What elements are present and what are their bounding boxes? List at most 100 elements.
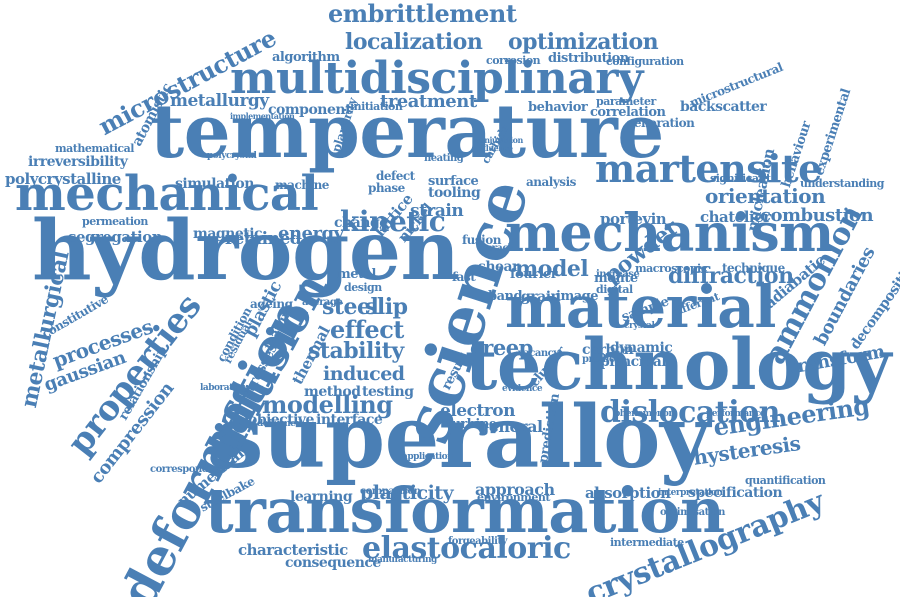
cloud-word: plasticity [360,482,454,504]
cloud-word: retained [225,229,302,249]
cloud-word: crystal [624,321,655,331]
cloud-word: quantification [745,474,826,487]
cloud-word: ageing [250,297,293,311]
cloud-word: energy [278,223,344,244]
cloud-word: tooling [428,185,481,201]
cloud-word: temperature [150,89,664,175]
cloud-word: monte [594,271,638,286]
cloud-word: elastocaloric [362,531,571,566]
cloud-word: macroscopic [635,262,707,275]
cloud-word: superalloy [215,387,710,488]
cloud-word: phenomenon [614,409,675,419]
cloud-word: distribution [548,51,629,66]
cloud-word: technique [722,261,785,275]
cloud-word: surface [428,174,479,189]
cloud-word: polycrystal [207,151,257,161]
cloud-word: crack [486,243,515,254]
cloud-word: metal [337,267,376,282]
cloud-word: mechanical [15,166,319,222]
cloud-word: general [478,417,543,436]
cloud-word: algorithm [272,50,340,65]
cloud-word: design [344,281,382,294]
cloud-word: phase [368,181,405,195]
cloud-word: learning [290,489,353,505]
cloud-word: band [488,289,523,304]
cloud-word: fourier [510,267,558,282]
cloud-word: grain [521,289,561,305]
cloud-word: martensite [595,146,822,191]
cloud-word: comparison [360,486,421,497]
cloud-word: model [515,256,589,282]
cloud-word: material [505,273,776,341]
cloud-word: consequence [285,555,381,571]
cloud-word: metallurgy [170,91,269,111]
cloud-word: intermediate [610,536,684,549]
cloud-word: embrittlement [328,0,517,28]
cloud-word: simulation [175,176,254,192]
cloud-word: laboratory [200,383,248,393]
cloud-word: technology [465,323,891,406]
cloud-word: orientation [705,184,826,208]
cloud-word: deformed [257,419,302,429]
cloud-word: mathematical [55,142,134,155]
cloud-word: interpretation [658,488,723,498]
cloud-word: configuration [606,55,684,68]
cloud-word: influence [475,143,513,153]
cloud-word: evidence [502,384,543,394]
cloud-word: image [556,289,598,304]
cloud-word: performance [706,409,765,419]
cloud-word: corrosion [486,54,541,67]
cloud-word: slip [365,294,408,320]
cloud-word: analysis [526,175,576,189]
cloud-word: fusion [462,233,501,247]
cloud-word: vacancy [518,348,559,359]
cloud-word: specification [688,485,783,501]
cloud-word: irreversibility [28,154,128,170]
cloud-word: optimization [508,29,659,55]
cloud-word: environment [477,491,550,504]
cloud-word: segregation [68,228,163,246]
cloud-word: dynamic [610,340,673,356]
cloud-word: parameter [596,95,656,108]
cloud-word: turbine [446,417,497,432]
cloud-word: stability [308,338,404,364]
cloud-word: modelling [262,390,393,419]
cloud-word: testing [362,384,414,400]
cloud-word: implementation [230,111,295,121]
cloud-word: heating [424,153,464,164]
cloud-word: treatment [380,91,477,112]
cloud-word: initiation [350,100,403,113]
cloud-word: predict [582,354,619,365]
cloud-word: optimisation [660,507,725,518]
cloud-word: effect [330,315,404,344]
cloud-word: transformation [205,474,725,547]
cloud-word: digital [596,283,633,296]
cloud-word: backscatter [680,99,767,115]
cloud-word: permeation [82,215,148,228]
cloud-word: significant [710,172,771,185]
cloud-word: average [302,297,343,308]
cloud-word: kinetic [340,205,446,238]
cloud-word: principal [600,354,667,370]
cloud-word: portevin [600,210,667,228]
cloud-word: electron [440,401,515,421]
cloud-word: machine [275,178,329,192]
cloud-word: combustion [760,205,874,226]
cloud-word: induced [323,363,405,385]
cloud-word: shear [478,259,519,275]
cloud-word: understanding [800,177,884,190]
cloud-word: fast [452,270,476,284]
cloud-word: method [304,384,361,400]
cloud-word: multidisciplinary [230,53,644,104]
cloud-word: strain [410,201,464,221]
cloud-word: forgeability [448,536,507,547]
cloud-word: dislocation [600,395,780,430]
cloud-word: interface [316,412,383,428]
cloud-word: generation [626,116,695,130]
cloud-word: polycrystalline [5,170,121,188]
cloud-word: steel [322,294,379,320]
cloud-word: absorption [585,484,671,502]
cloud-word: increase [596,269,640,280]
cloud-word: diffraction [668,263,794,289]
